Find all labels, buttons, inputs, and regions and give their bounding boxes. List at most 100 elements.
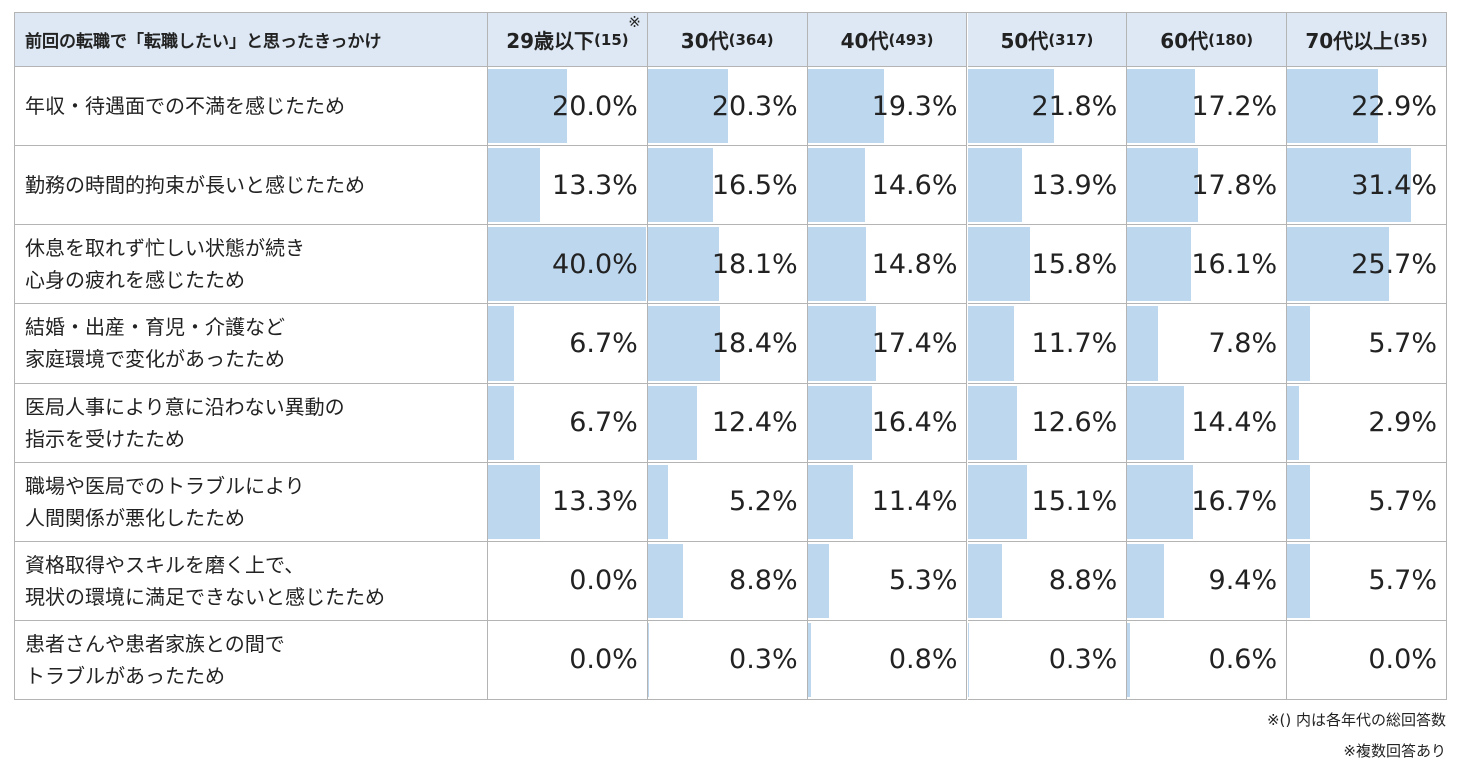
value-label: 12.6% [1031, 407, 1118, 439]
value-label: 20.3% [711, 90, 798, 122]
bar [1127, 385, 1185, 460]
row-label-line: 心身の疲れを感じたため [25, 268, 245, 293]
value-label: 0.8% [888, 644, 958, 676]
value-cell: 40.0% [488, 225, 648, 305]
value-cell: 8.8% [647, 541, 808, 621]
value-label: 0.0% [569, 565, 638, 597]
value-label: 7.8% [1208, 327, 1278, 359]
value-cell: 11.4% [807, 462, 968, 542]
row-label: 医局人事により意に沿わない異動の 指示を受けたため [15, 383, 488, 463]
bar [1287, 306, 1310, 381]
value-label: 0.6% [1208, 644, 1278, 676]
bar [967, 69, 1054, 144]
value-label: 14.4% [1191, 407, 1278, 439]
value-label: 15.1% [1031, 486, 1118, 518]
bar [967, 227, 1030, 302]
column-label: 30代 [680, 29, 729, 53]
value-cell: 6.7% [488, 383, 648, 463]
row-label-line: 現状の環境に満足できないと感じたため [25, 584, 385, 609]
column-note: ※ [628, 13, 641, 31]
header-cell: 前回の転職で「転職したい」と思ったきっかけ [15, 13, 488, 67]
value-label: 0.0% [1368, 644, 1437, 676]
value-cell: 19.3% [807, 67, 968, 147]
value-cell: 14.6% [807, 146, 968, 226]
value-label: 15.8% [1031, 248, 1118, 280]
bar [1127, 69, 1196, 144]
bar [647, 464, 669, 539]
row-label: 年収・待遇面での不満を感じたため [15, 67, 488, 147]
bar [647, 543, 683, 618]
value-cell: 13.3% [488, 462, 648, 542]
bar [967, 543, 1003, 618]
value-cell: 17.2% [1127, 67, 1288, 147]
value-label: 18.4% [711, 327, 798, 359]
value-label: 20.0% [552, 90, 638, 122]
value-cell: 17.4% [807, 304, 968, 384]
value-label: 40.0% [552, 248, 638, 280]
column-count: (15) [594, 30, 629, 49]
value-label: 8.8% [1048, 565, 1118, 597]
bar [488, 227, 646, 302]
value-label: 5.7% [1368, 327, 1437, 359]
bar [488, 69, 567, 144]
bar [647, 69, 728, 144]
value-cell: 0.0% [1287, 620, 1447, 700]
value-label: 17.4% [871, 327, 958, 359]
value-label: 12.4% [711, 407, 798, 439]
bar [807, 306, 877, 381]
value-cell: 20.0% [488, 67, 648, 147]
bar [967, 148, 1023, 223]
bar [488, 306, 515, 381]
row-label-line: 結婚・出産・育児・介護など [25, 315, 285, 340]
value-cell: 25.7% [1287, 225, 1447, 305]
column-header: 50代 (317) [967, 13, 1128, 67]
table: 前回の転職で「転職したい」と思ったきっかけ 29歳以下 (15) ※ 30代 (364) 4… [14, 12, 1447, 700]
value-label: 2.9% [1368, 407, 1437, 439]
bar [807, 227, 867, 302]
value-label: 5.3% [888, 565, 958, 597]
bar [1287, 148, 1412, 223]
value-label: 19.3% [871, 90, 958, 122]
value-label: 31.4% [1351, 169, 1437, 201]
row-label-line: 患者さんや患者家族との間で [25, 631, 285, 656]
value-cell: 13.9% [967, 146, 1128, 226]
column-label: 70代以上 [1305, 29, 1394, 53]
value-label: 0.0% [569, 644, 638, 676]
value-label: 6.7% [569, 327, 638, 359]
value-label: 16.1% [1191, 248, 1278, 280]
value-cell: 9.4% [1127, 541, 1288, 621]
bar [967, 306, 1014, 381]
value-label: 13.3% [552, 169, 638, 201]
value-cell: 5.7% [1287, 304, 1447, 384]
row-label: 職場や医局でのトラブルにより 人間関係が悪化したため [15, 462, 488, 542]
value-cell: 0.0% [488, 620, 648, 700]
value-label: 17.2% [1191, 90, 1278, 122]
bar [807, 148, 866, 223]
bar [807, 543, 829, 618]
row-label: 休息を取れず忙しい状態が続き 心身の疲れを感じたため [15, 225, 488, 305]
bar [1287, 464, 1310, 539]
bar [807, 69, 884, 144]
bar [1287, 69, 1378, 144]
column-header: 29歳以下 (15) ※ [488, 13, 648, 67]
column-header: 60代 (180) [1127, 13, 1288, 67]
value-cell: 5.7% [1287, 541, 1447, 621]
row-label: 結婚・出産・育児・介護など 家庭環境で変化があったため [15, 304, 488, 384]
bar [1127, 306, 1159, 381]
value-label: 5.2% [729, 486, 798, 518]
bar [1127, 464, 1194, 539]
value-label: 13.3% [552, 486, 638, 518]
bar [488, 464, 541, 539]
row-label-line: 人間関係が悪化したため [25, 505, 245, 530]
column-label: 40代 [840, 29, 889, 53]
column-count: (35) [1393, 30, 1428, 49]
value-label: 0.3% [1048, 644, 1118, 676]
value-label: 11.7% [1031, 327, 1118, 359]
value-cell: 0.8% [807, 620, 968, 700]
row-label-line: 年収・待遇面での不満を感じたため [25, 94, 345, 119]
column-count: (364) [728, 30, 774, 49]
row-label-line: 職場や医局でのトラブルにより [25, 473, 305, 498]
row-label: 患者さんや患者家族との間で トラブルがあったため [15, 620, 488, 700]
row-label-line: 休息を取れず忙しい状態が続き [25, 236, 305, 261]
value-label: 9.4% [1208, 565, 1278, 597]
